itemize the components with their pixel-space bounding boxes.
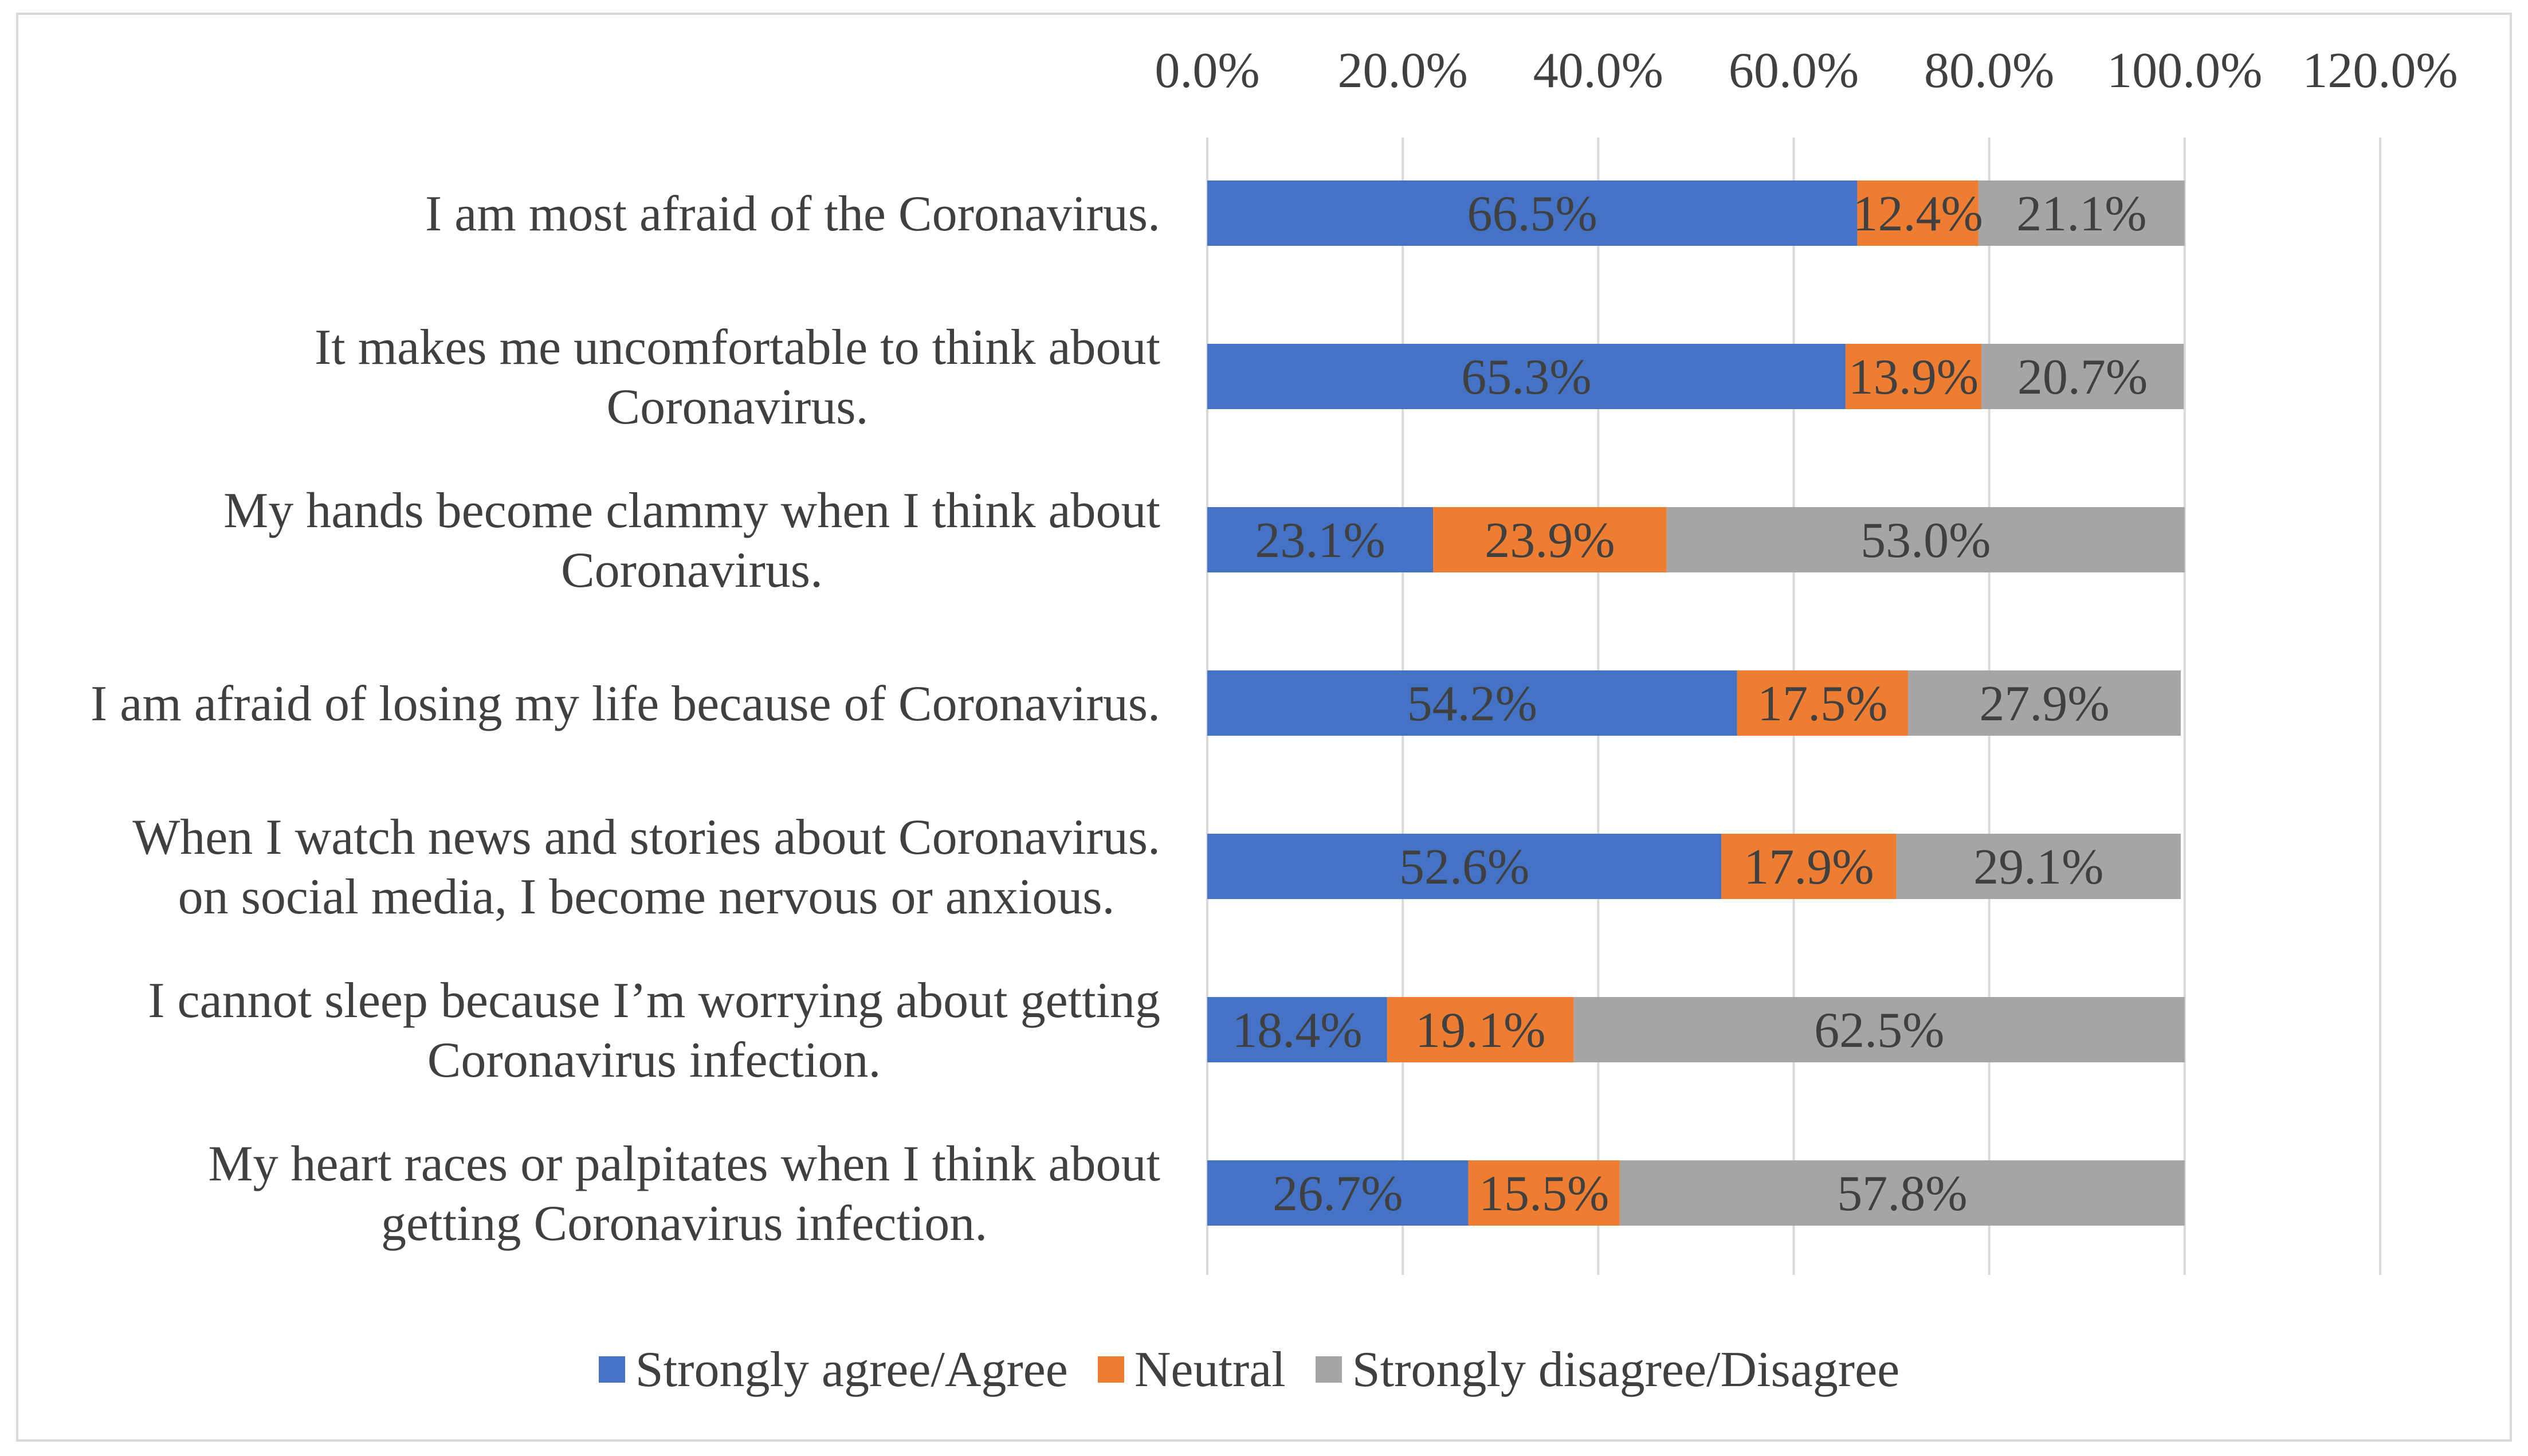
bar-segment-disagree [1619,1160,2185,1226]
bar-segment-agree [1207,180,1858,246]
x-tick-label: 60.0% [1729,43,1859,99]
category-label: It makes me uncomfortable to think about [315,320,1160,375]
category-label: getting Coronavirus infection. [381,1196,987,1251]
bar-segment-neutral [1721,834,1897,899]
bar-segment-disagree [1908,670,2181,736]
legend: Strongly agree/Agree Neutral Strongly di… [0,1338,2528,1401]
x-tick-label: 20.0% [1338,43,1468,99]
legend-item-disagree: Strongly disagree/Disagree [1315,1341,1900,1399]
legend-item-neutral: Neutral [1097,1341,1286,1399]
data-label-agree: 18.4% [1232,1003,1362,1058]
category-label: I cannot sleep because I’m worrying abou… [148,973,1160,1029]
category-label: I am most afraid of the Coronavirus. [425,186,1160,242]
data-label-disagree: 20.7% [2017,350,2148,405]
bar-segment-agree [1207,670,1737,736]
data-label-disagree: 53.0% [1860,513,1991,568]
category-label: I am afraid of losing my life because of… [91,676,1160,732]
x-tick-label: 120.0% [2302,43,2458,99]
bar-segment-agree [1207,1160,1469,1226]
bar-segment-agree [1207,997,1387,1062]
category-label: on social media, I become nervous or anx… [178,869,1115,925]
data-label-agree: 52.6% [1399,839,1529,895]
data-label-agree: 54.2% [1407,676,1537,732]
data-label-neutral: 12.4% [1852,186,1983,242]
bar-segment-disagree [1666,507,2185,572]
legend-label-disagree: Strongly disagree/Disagree [1352,1341,1900,1398]
data-label-neutral: 17.9% [1744,839,1874,895]
x-tick-label: 0.0% [1155,43,1259,99]
category-label: When I watch news and stories about Coro… [132,810,1160,865]
bar-segment-agree [1207,834,1722,899]
legend-label-agree: Strongly agree/Agree [635,1341,1068,1398]
bar-segment-neutral [1737,670,1909,736]
data-label-agree: 26.7% [1273,1166,1403,1222]
data-label-agree: 23.1% [1255,513,1385,568]
bar-segment-agree [1207,344,1846,409]
data-label-disagree: 62.5% [1814,1003,1944,1058]
bar-segment-neutral [1468,1160,1620,1226]
bar-segment-neutral [1387,997,1574,1062]
bar-segment-disagree [1896,834,2181,899]
data-label-disagree: 57.8% [1837,1166,1967,1222]
bar-segment-neutral [1433,507,1667,572]
legend-label-neutral: Neutral [1134,1341,1286,1398]
bar-segment-disagree [1978,180,2185,246]
data-label-neutral: 19.1% [1415,1003,1545,1058]
category-label: My hands become clammy when I think abou… [223,483,1160,539]
category-label: Coronavirus. [561,543,823,598]
x-tick-label: 40.0% [1533,43,1663,99]
bar-segment-neutral [1857,180,1979,246]
legend-item-agree: Strongly agree/Agree [598,1341,1068,1399]
category-label: My heart races or palpitates when I thin… [208,1136,1160,1192]
legend-swatch-agree [598,1356,625,1383]
data-label-disagree: 29.1% [1973,839,2103,895]
bar-segment-neutral [1845,344,1982,409]
category-label: Coronavirus infection. [427,1033,881,1088]
data-label-neutral: 13.9% [1848,350,1979,405]
x-tick-label: 80.0% [1924,43,2054,99]
bar-segment-disagree [1981,344,2184,409]
data-label-neutral: 23.9% [1485,513,1615,568]
category-label: Coronavirus. [606,379,868,435]
data-label-neutral: 17.5% [1757,676,1887,732]
legend-swatch-disagree [1315,1356,1342,1383]
data-label-agree: 65.3% [1461,350,1591,405]
bar-segment-disagree [1573,997,2185,1062]
x-tick-label: 100.0% [2107,43,2262,99]
data-label-disagree: 21.1% [2016,186,2146,242]
data-label-disagree: 27.9% [1979,676,2109,732]
data-label-agree: 66.5% [1467,186,1597,242]
legend-swatch-neutral [1097,1356,1124,1383]
bar-segment-agree [1207,507,1434,572]
data-label-neutral: 15.5% [1479,1166,1609,1222]
